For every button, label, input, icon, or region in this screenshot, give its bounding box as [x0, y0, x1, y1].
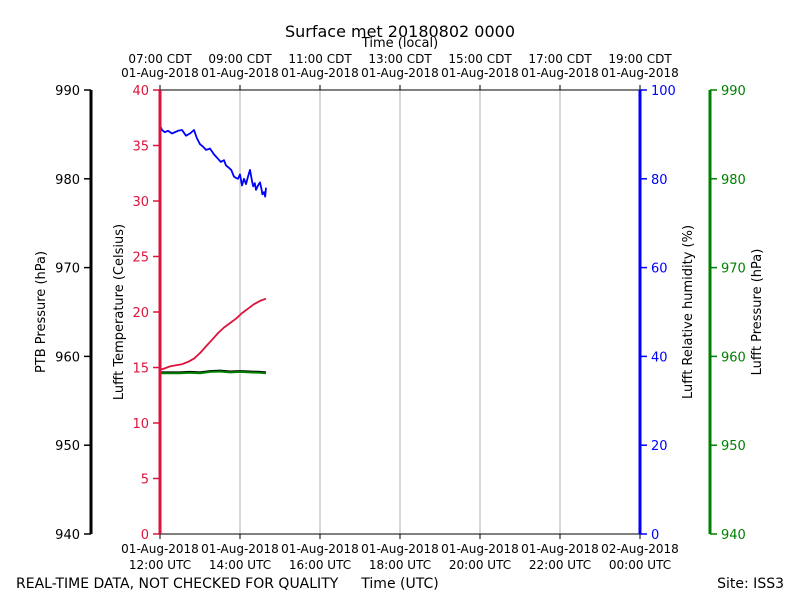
humidity-axis-label: Lufft Relative humidity (%) [681, 225, 696, 399]
humidity-axis-tick-label: 20 [651, 439, 668, 454]
vertical-gridlines [239, 90, 561, 534]
ptb-pressure-axis-tick-label: 940 [55, 528, 80, 543]
x-tick-label-local-date: 01-Aug-2018 [361, 66, 439, 80]
temperature-axis-tick-label: 25 [132, 251, 149, 266]
x-tick-label-utc-time: 20:00 UTC [449, 558, 511, 572]
x-tick-label-local-time: 19:00 CDT [608, 52, 672, 66]
x-tick-label-utc-date: 01-Aug-2018 [281, 542, 359, 556]
x-axis-title: Time (UTC) [360, 576, 438, 592]
temperature-axis-label: Lufft Temperature (Celsius) [112, 224, 127, 400]
x-tick-label-local-date: 01-Aug-2018 [121, 66, 199, 80]
x-tick-label-utc-time: 18:00 UTC [369, 558, 431, 572]
x-tick-label-local-time: 09:00 CDT [208, 52, 272, 66]
top-axis-title: Time (local) [361, 36, 438, 51]
series-lines [159, 125, 267, 375]
series-line-humidity [159, 125, 267, 198]
axes: 940 950 960 970 980 990 0 5 10 15 20 25 30 35 40 0 20 40 6… [55, 52, 746, 572]
lufft-pressure-axis-tick-label: 990 [721, 84, 746, 99]
x-tick-label-local-date: 01-Aug-2018 [521, 66, 599, 80]
x-tick-label-local-time: 07:00 CDT [128, 52, 192, 66]
humidity-axis-tick-label: 100 [651, 84, 676, 99]
lufft-pressure-axis-label: Lufft Pressure (hPa) [750, 249, 765, 376]
temperature-axis-tick-label: 0 [141, 528, 149, 543]
series-line-lufft_pressure [160, 370, 267, 375]
x-tick-label-utc-time: 16:00 UTC [289, 558, 351, 572]
ptb-pressure-axis-label: PTB Pressure (hPa) [34, 251, 49, 373]
series-line-temperature [159, 297, 267, 371]
ptb-pressure-axis-tick-label: 990 [55, 84, 80, 99]
x-tick-label-utc-date: 01-Aug-2018 [121, 542, 199, 556]
x-tick-label-local-time: 13:00 CDT [368, 52, 432, 66]
x-tick-label-local-time: 17:00 CDT [528, 52, 592, 66]
chart-title: Surface met 20180802 0000 [285, 22, 515, 41]
x-tick-label-local-time: 11:00 CDT [288, 52, 352, 66]
temperature-axis-tick-label: 5 [141, 473, 149, 488]
site-label: Site: ISS3 [717, 576, 784, 592]
temperature-axis-tick-label: 15 [132, 362, 149, 377]
humidity-axis-tick-label: 60 [651, 262, 668, 277]
humidity-axis-tick-label: 0 [651, 528, 659, 543]
x-tick-label-utc-time: 22:00 UTC [529, 558, 591, 572]
quality-disclaimer: REAL-TIME DATA, NOT CHECKED FOR QUALITY [16, 576, 339, 592]
x-tick-label-utc-time: 14:00 UTC [209, 558, 271, 572]
temperature-axis-tick-label: 35 [132, 140, 149, 155]
x-tick-label-local-date: 01-Aug-2018 [201, 66, 279, 80]
x-tick-label-local-date: 01-Aug-2018 [601, 66, 679, 80]
x-tick-label-local-time: 15:00 CDT [448, 52, 512, 66]
lufft-pressure-axis-tick-label: 950 [721, 439, 746, 454]
x-tick-label-local-date: 01-Aug-2018 [281, 66, 359, 80]
ptb-pressure-axis-tick-label: 970 [55, 262, 80, 277]
x-tick-label-utc-time: 00:00 UTC [609, 558, 671, 572]
lufft-pressure-axis-tick-label: 960 [721, 350, 746, 365]
x-tick-label-utc-date: 01-Aug-2018 [361, 542, 439, 556]
temperature-axis-tick-label: 10 [132, 417, 149, 432]
temperature-axis-tick-label: 20 [132, 306, 149, 321]
lufft-pressure-axis-tick-label: 970 [721, 262, 746, 277]
lufft-pressure-axis-tick-label: 940 [721, 528, 746, 543]
x-tick-label-utc-date: 01-Aug-2018 [201, 542, 279, 556]
ptb-pressure-axis-tick-label: 980 [55, 173, 80, 188]
humidity-axis-tick-label: 80 [651, 173, 668, 188]
humidity-axis-tick-label: 40 [651, 350, 668, 365]
x-tick-label-local-date: 01-Aug-2018 [441, 66, 519, 80]
x-tick-label-utc-time: 12:00 UTC [129, 558, 191, 572]
temperature-axis-tick-label: 40 [132, 84, 149, 99]
temperature-axis-tick-label: 30 [132, 195, 149, 210]
x-tick-label-utc-date: 01-Aug-2018 [521, 542, 599, 556]
ptb-pressure-axis-tick-label: 950 [55, 439, 80, 454]
x-tick-label-utc-date: 01-Aug-2018 [441, 542, 519, 556]
ptb-pressure-axis-tick-label: 960 [55, 350, 80, 365]
lufft-pressure-axis-tick-label: 980 [721, 173, 746, 188]
x-tick-label-utc-date: 02-Aug-2018 [601, 542, 679, 556]
